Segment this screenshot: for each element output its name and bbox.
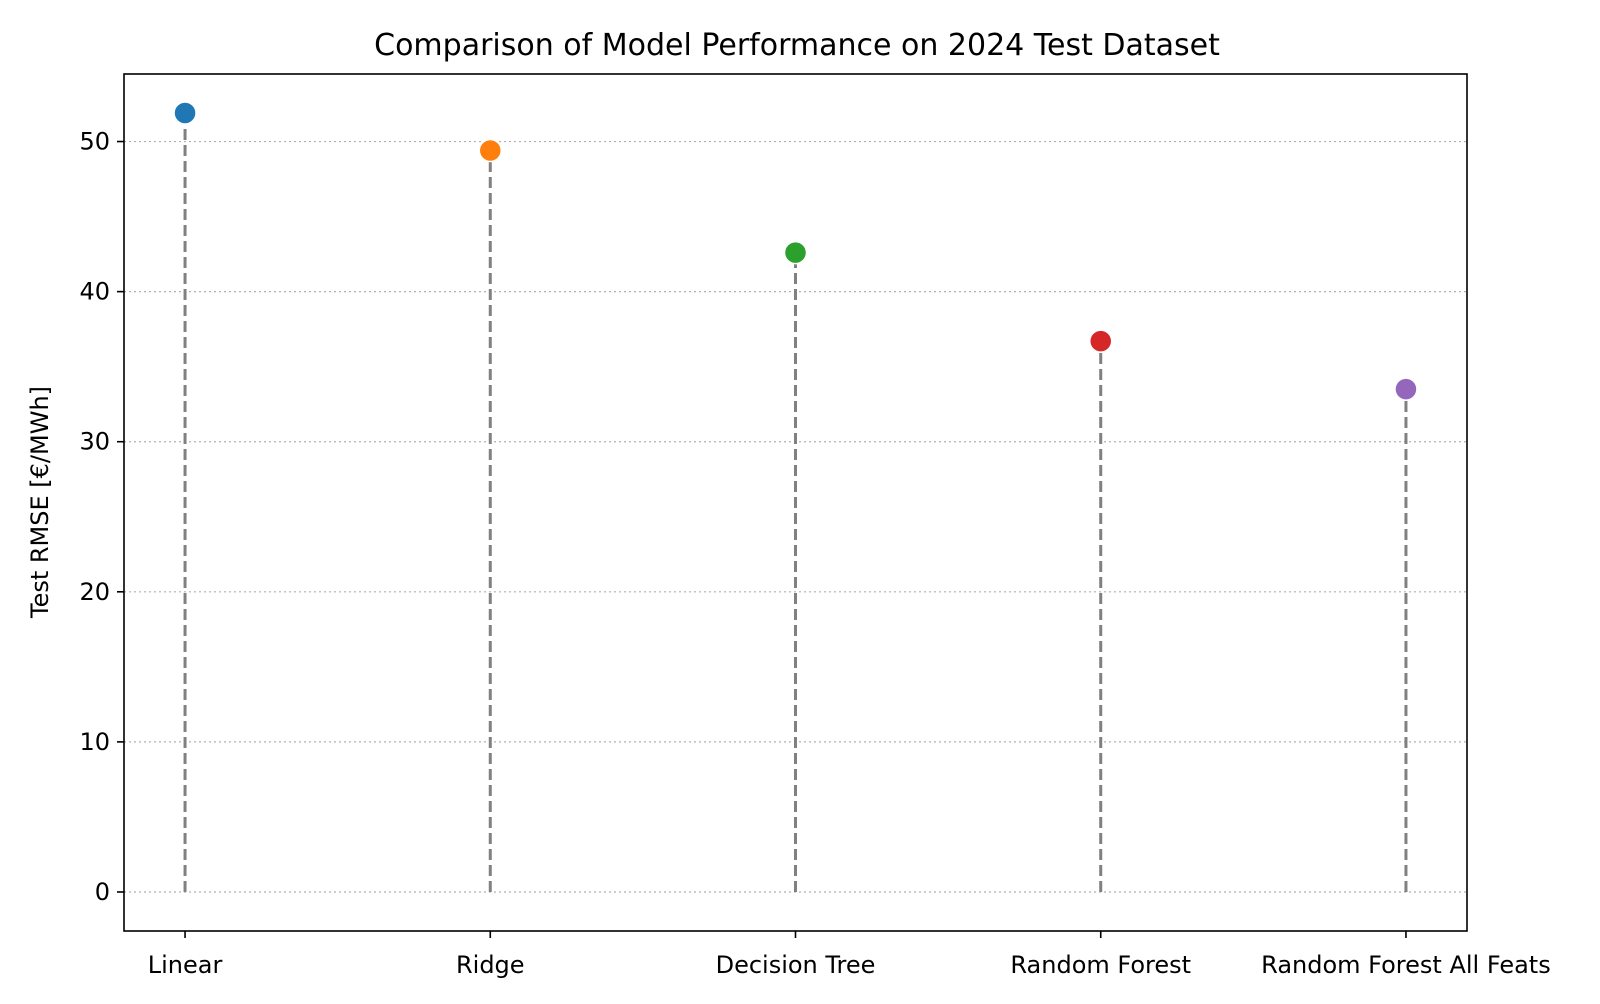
chart-title: Comparison of Model Performance on 2024 … — [374, 28, 1220, 63]
y-tick-label: 30 — [79, 428, 110, 456]
x-tick-label: Linear — [148, 951, 223, 979]
data-point — [783, 240, 808, 265]
stem-layer — [183, 113, 1408, 892]
y-tick-label: 20 — [79, 578, 110, 606]
data-point — [173, 101, 197, 125]
data-point — [1088, 329, 1113, 353]
y-axis-ticks: 0 10 20 30 40 50 — [79, 128, 124, 906]
y-tick-label: 0 — [95, 878, 110, 906]
x-tick-label: Random Forest — [1010, 951, 1191, 979]
data-point — [1394, 377, 1418, 401]
x-axis-ticks: Linear Ridge Decision Tree Random Forest Ran… — [148, 931, 1551, 979]
y-tick-label: 10 — [79, 728, 110, 756]
point-layer — [173, 101, 1418, 401]
x-tick-label: Ridge — [456, 951, 525, 979]
y-tick-label: 50 — [79, 128, 110, 156]
x-tick-label: Random Forest All Feats — [1261, 951, 1551, 979]
y-tick-label: 40 — [79, 278, 110, 306]
y-axis-label: Test RMSE [€/MWh] — [26, 386, 54, 619]
data-point — [478, 138, 503, 163]
x-tick-label: Decision Tree — [716, 951, 876, 979]
